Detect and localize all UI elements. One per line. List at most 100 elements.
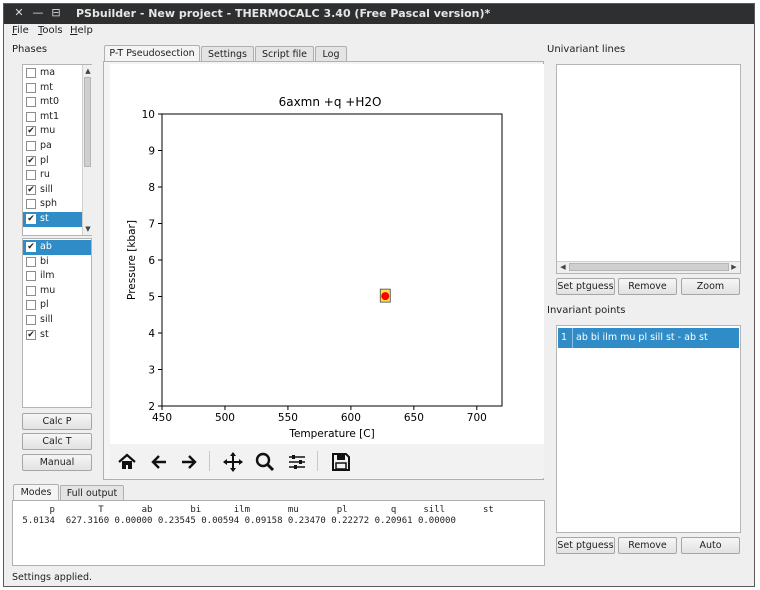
phase-row-mt1[interactable]: mt1	[23, 110, 82, 125]
univariant-hscrollbar[interactable]: ◀ ▶	[557, 261, 740, 273]
minimize-icon[interactable]: —	[32, 6, 44, 19]
forward-arrow-icon[interactable]	[178, 451, 200, 473]
scroll-left-icon[interactable]: ◀	[560, 263, 566, 271]
scroll-thumb[interactable]	[84, 77, 91, 167]
phase-checkbox[interactable]	[26, 285, 36, 296]
modes-output[interactable]: p T ab bi ilm mu pl q sill st 5.0134 627…	[12, 500, 545, 566]
phase-checkbox[interactable]: ✔	[26, 155, 36, 166]
phase-checkbox[interactable]	[26, 111, 36, 122]
tab-modes[interactable]: Modes	[13, 484, 59, 501]
restore-icon[interactable]: ⊟	[51, 6, 61, 19]
toolbar-separator	[317, 451, 318, 471]
window-title: PSbuilder - New project - THERMOCALC 3.4…	[76, 7, 491, 20]
phase-row-sill[interactable]: sill	[23, 313, 91, 328]
phase-label: mu	[40, 125, 56, 137]
phase-checkbox[interactable]	[26, 300, 36, 311]
invariant-points-list[interactable]: 1 ab bi ilm mu pl sill st - ab st	[556, 325, 741, 533]
phase-row-ma[interactable]: ma	[23, 66, 82, 81]
scroll-up-icon[interactable]: ▲	[85, 67, 91, 75]
y-axis-label: Pressure [kbar]	[126, 220, 138, 300]
invariant-point-label: ab bi ilm mu pl sill st - ab st	[576, 332, 708, 343]
status-bar: Settings applied.	[12, 572, 93, 583]
tab-log[interactable]: Log	[315, 46, 347, 62]
phase-label: pl	[40, 299, 49, 311]
phase-row-mu[interactable]: ✔ mu	[23, 124, 82, 139]
phase-label: ru	[40, 169, 50, 181]
phase-list-1-scrollbar[interactable]: ▲ ▼	[82, 65, 92, 235]
phase-checkbox[interactable]: ✔	[26, 214, 36, 224]
phase-label: ab	[40, 241, 52, 252]
pan-icon[interactable]	[222, 451, 244, 473]
univariant-lines-list[interactable]: ◀ ▶	[556, 64, 741, 274]
phase-checkbox[interactable]: ✔	[26, 184, 36, 195]
calc-t-button[interactable]: Calc T	[22, 433, 92, 450]
close-icon[interactable]: ✕	[14, 6, 24, 19]
phase-row-ru[interactable]: ru	[23, 168, 82, 183]
phase-checkbox[interactable]	[26, 170, 36, 181]
invariant-set-ptguess-button[interactable]: Set ptguess	[556, 537, 615, 554]
x-axis-label: Temperature [C]	[288, 428, 374, 440]
phase-checkbox[interactable]	[26, 82, 36, 93]
back-arrow-icon[interactable]	[148, 451, 170, 473]
univariant-zoom-button[interactable]: Zoom	[681, 278, 740, 295]
phase-checkbox[interactable]: ✔	[26, 242, 36, 252]
phase-row-pa[interactable]: pa	[23, 139, 82, 154]
phase-row-mu[interactable]: mu	[23, 284, 91, 299]
phase-label: sph	[40, 198, 58, 210]
scroll-right-icon[interactable]: ▶	[731, 263, 737, 271]
save-icon[interactable]	[330, 451, 352, 473]
chart-title: 6axmn +q +H2O	[279, 95, 382, 109]
phase-checkbox[interactable]	[26, 199, 36, 210]
zoom-icon[interactable]	[254, 451, 276, 473]
x-tick-label: 700	[467, 412, 487, 424]
phase-list-2[interactable]: ✔ ab bi ilm mu pl sill ✔ st	[22, 238, 92, 408]
invariant-point-row[interactable]: 1 ab bi ilm mu pl sill st - ab st	[558, 328, 739, 348]
phase-checkbox[interactable]	[26, 271, 36, 282]
tab-pt-pseudosection[interactable]: P-T Pseudosection	[104, 45, 200, 62]
home-icon[interactable]	[116, 451, 138, 473]
phase-row-st[interactable]: ✔ st	[23, 328, 91, 343]
tab-script-file[interactable]: Script file	[255, 46, 314, 62]
hscroll-thumb[interactable]	[569, 263, 729, 271]
phase-row-sill[interactable]: ✔ sill	[23, 183, 82, 198]
phase-checkbox[interactable]: ✔	[26, 329, 36, 340]
phase-checkbox[interactable]	[26, 256, 36, 267]
menu-help[interactable]: Help	[70, 25, 93, 36]
phase-checkbox[interactable]	[26, 97, 36, 108]
phase-checkbox[interactable]: ✔	[26, 126, 36, 137]
phase-list-1[interactable]: ma mt mt0 mt1 ✔ mu pa ✔ pl ru ✔ sill sph ✔ st ▲ ▼	[22, 64, 92, 236]
phase-row-pl[interactable]: pl	[23, 298, 91, 313]
configure-subplots-icon[interactable]	[286, 451, 308, 473]
menu-file[interactable]: File	[12, 25, 29, 36]
univariant-set-ptguess-button[interactable]: Set ptguess	[556, 278, 615, 295]
toolbar-separator	[209, 451, 210, 471]
menu-tools[interactable]: Tools	[38, 25, 63, 36]
univariant-remove-button[interactable]: Remove	[618, 278, 677, 295]
phase-row-st[interactable]: ✔ st	[23, 212, 82, 227]
manual-button[interactable]: Manual	[22, 454, 92, 471]
phase-row-mt[interactable]: mt	[23, 81, 82, 96]
phase-label: mu	[40, 284, 56, 296]
scroll-down-icon[interactable]: ▼	[85, 225, 91, 233]
phase-row-ilm[interactable]: ilm	[23, 269, 91, 284]
pt-chart[interactable]: 6axmn +q +H2O 450 500 550 600 650 700 2 3 4 5 6 7 8…	[110, 64, 544, 444]
phase-row-ab[interactable]: ✔ ab	[23, 240, 91, 255]
invariant-auto-button[interactable]: Auto	[681, 537, 740, 554]
y-tick-label: 3	[148, 365, 155, 377]
x-tick-label: 500	[215, 412, 235, 424]
phase-row-mt0[interactable]: mt0	[23, 95, 82, 110]
phase-row-pl[interactable]: ✔ pl	[23, 154, 82, 169]
phase-row-bi[interactable]: bi	[23, 255, 91, 270]
plot-area[interactable]: 6axmn +q +H2O 450 500 550 600 650 700 2 3 4 5 6 7 8…	[110, 64, 544, 444]
tab-full-output[interactable]: Full output	[60, 485, 124, 501]
modes-header: p T ab bi ilm mu pl q sill st	[17, 505, 494, 515]
invariant-remove-button[interactable]: Remove	[618, 537, 677, 554]
tab-settings[interactable]: Settings	[201, 46, 254, 62]
phase-row-sph[interactable]: sph	[23, 197, 82, 212]
phase-checkbox[interactable]	[26, 141, 36, 151]
calc-p-button[interactable]: Calc P	[22, 413, 92, 430]
phase-checkbox[interactable]	[26, 315, 36, 325]
phase-checkbox[interactable]	[26, 68, 36, 78]
phase-label: bi	[40, 255, 49, 267]
invariant-point-marker[interactable]	[381, 292, 390, 301]
